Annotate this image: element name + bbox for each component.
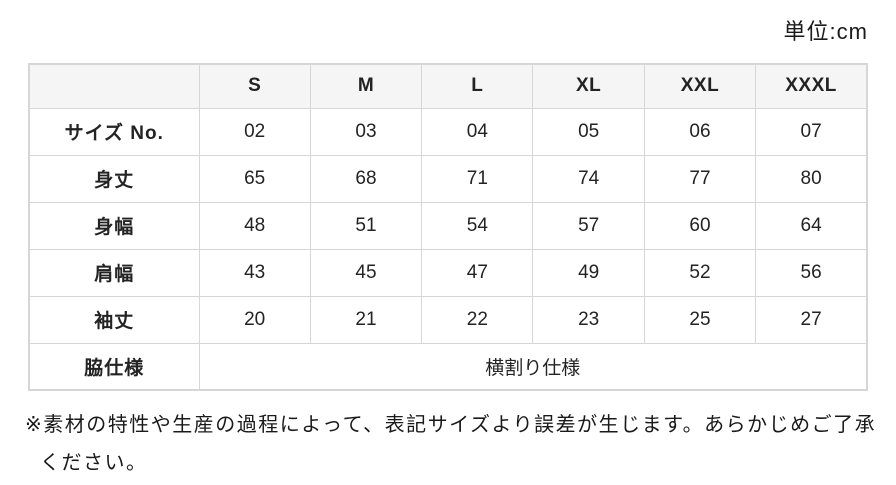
row-label: 身丈 (28, 154, 200, 203)
unit-label: 単位:cm (783, 19, 868, 44)
size-value-cell: 64 (755, 201, 868, 250)
row-label: 袖丈 (28, 295, 200, 344)
table-row-size-no: サイズ No. 02 03 04 05 06 07 (28, 107, 868, 156)
corner-cell (28, 63, 200, 109)
size-value-cell: 20 (198, 295, 311, 344)
merged-value-cell: 横割り仕様 (198, 342, 868, 391)
size-value-cell: 22 (421, 295, 534, 344)
column-header-m: M (309, 63, 423, 109)
table-row-side-spec: 脇仕様 横割り仕様 (28, 342, 868, 391)
column-header-l: L (421, 63, 534, 109)
column-header-xl: XL (532, 63, 645, 109)
row-label: 肩幅 (28, 248, 200, 297)
table-row-body-length: 身丈 65 68 71 74 77 80 (28, 154, 868, 203)
size-value-cell: 56 (755, 248, 868, 297)
size-chart-table: S M L XL XXL XXXL サイズ No. 02 03 04 05 06… (28, 63, 868, 391)
size-value-cell: 54 (421, 201, 534, 250)
row-label: 脇仕様 (28, 342, 200, 391)
size-value-cell: 04 (421, 107, 534, 156)
size-value-cell: 49 (532, 248, 645, 297)
size-value-cell: 48 (198, 201, 311, 250)
size-value-cell: 06 (643, 107, 757, 156)
size-value-cell: 07 (755, 107, 868, 156)
column-header-xxl: XXL (643, 63, 757, 109)
size-value-cell: 23 (532, 295, 645, 344)
size-value-cell: 25 (643, 295, 757, 344)
column-header-xxxl: XXXL (755, 63, 868, 109)
size-value-cell: 80 (755, 154, 868, 203)
size-value-cell: 77 (643, 154, 757, 203)
size-value-cell: 43 (198, 248, 311, 297)
note-line-1: ※素材の特性や生産の過程によって、表記サイズより誤差が生じます。あらかじめご了承 (25, 414, 877, 436)
row-label: 身幅 (28, 201, 200, 250)
size-value-cell: 52 (643, 248, 757, 297)
size-value-cell: 65 (198, 154, 311, 203)
size-value-cell: 57 (532, 201, 645, 250)
size-value-cell: 71 (421, 154, 534, 203)
size-value-cell: 45 (309, 248, 423, 297)
column-header-s: S (198, 63, 311, 109)
table-row-sleeve-length: 袖丈 20 21 22 23 25 27 (28, 295, 868, 344)
note-line-2: ください。 (40, 452, 148, 474)
size-value-cell: 03 (309, 107, 423, 156)
size-disclaimer-note: ※素材の特性や生産の過程によって、表記サイズより誤差が生じます。あらかじめご了承… (25, 406, 885, 482)
size-value-cell: 02 (198, 107, 311, 156)
size-value-cell: 21 (309, 295, 423, 344)
size-value-cell: 27 (755, 295, 868, 344)
size-value-cell: 74 (532, 154, 645, 203)
size-value-cell: 05 (532, 107, 645, 156)
table-row-body-width: 身幅 48 51 54 57 60 64 (28, 201, 868, 250)
size-value-cell: 47 (421, 248, 534, 297)
size-value-cell: 60 (643, 201, 757, 250)
table-row-shoulder-width: 肩幅 43 45 47 49 52 56 (28, 248, 868, 297)
size-value-cell: 68 (309, 154, 423, 203)
size-value-cell: 51 (309, 201, 423, 250)
header-row: S M L XL XXL XXXL (28, 63, 868, 109)
row-label: サイズ No. (28, 107, 200, 156)
